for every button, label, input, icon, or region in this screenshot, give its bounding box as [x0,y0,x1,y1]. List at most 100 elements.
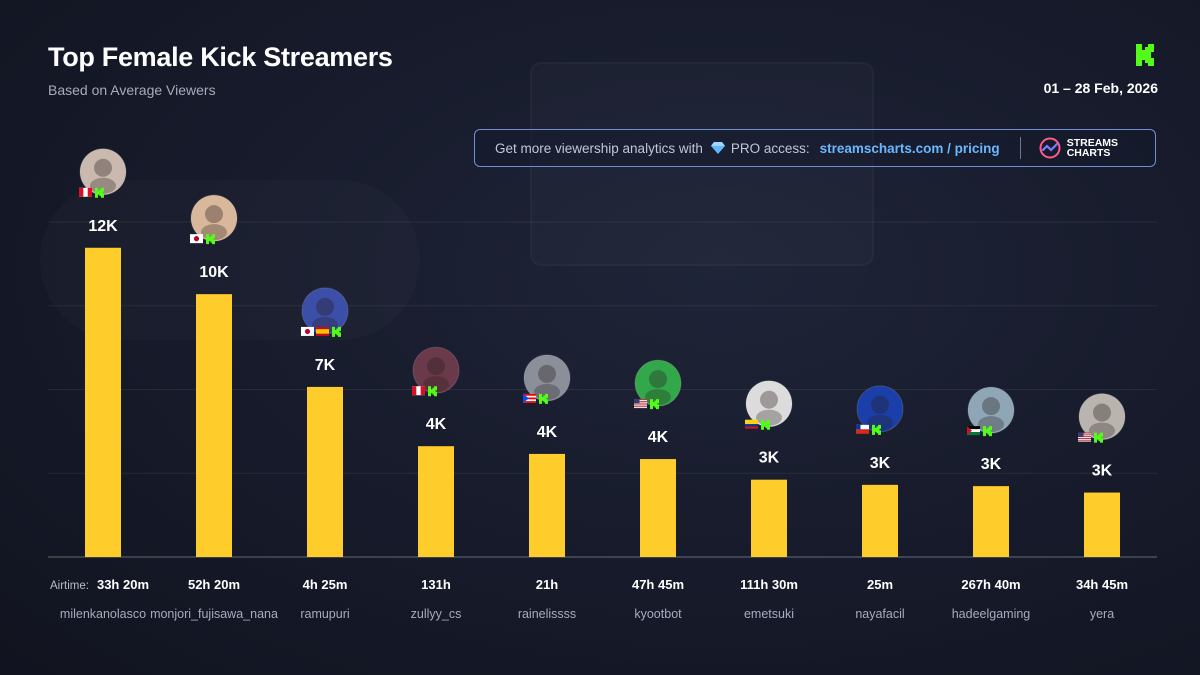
flag-stripe [79,187,84,197]
streamer-name: rainelissss [518,607,576,621]
streamer-name: nayafacil [855,607,904,621]
kick-badge-shape [1094,432,1103,443]
bar [640,459,676,557]
flag-stripe [1078,437,1091,439]
flag-stripe [1078,434,1091,436]
flag-peru-icon [412,386,425,396]
bar [418,446,454,557]
flag-stripe [412,386,417,396]
airtime-value: 25m [867,577,893,592]
flag-stripe [523,401,536,403]
flag-stripe [634,399,647,400]
bar [751,479,787,557]
flag-stripe [967,429,980,433]
streamer-name: ramupuri [300,607,349,621]
kick-badge-icon [332,326,341,337]
flag-triangle [967,426,972,436]
airtime-value: 21h [536,577,558,592]
flag-stripe [523,397,536,400]
bar-value-label: 7K [315,357,336,374]
kick-badge-icon [650,399,659,410]
bar-value-label: 3K [870,455,891,472]
bar [307,386,343,557]
kick-logo-icon [1136,44,1154,66]
airtime-caption: Airtime: [50,580,89,592]
promo-text: Get more viewership analytics with [495,140,703,156]
flag-stripe [412,386,425,396]
bar [529,453,565,557]
flag-dot [304,328,311,335]
flag-stripe [634,402,647,404]
flag-stripe [79,187,92,197]
streams-charts-logo-text: STREAMS CHARTS [1066,138,1137,159]
flag-stripe [1078,436,1091,438]
flag-japan-icon [301,326,314,336]
avatar-face [649,370,667,389]
streams-charts-logo-icon [1039,137,1061,159]
airtime-value: 4h 25m [303,577,348,592]
bar-group-emetsuki: 3K 111h 30m emetsuki [740,380,798,621]
bar-value-label: 3K [759,450,780,467]
promo-divider [1019,137,1021,159]
bar-group-ramupuri: 7K 4h 25m ramupuri [300,287,350,621]
bar-group-yera: 3K 34h 45m yera [1076,393,1128,621]
promo-banner[interactable]: Get more viewership analytics with PRO a… [474,129,1156,167]
flag-dot [193,236,200,242]
bar [973,486,1009,557]
avatar-face [205,205,223,224]
kick-badge-shape [206,234,215,245]
streamer-name: hadeelgaming [952,607,1031,621]
avatar-face [982,397,1000,416]
streamer-name: monjori_fujisawa_nana [150,607,278,621]
bar [196,294,232,557]
flag-stripe [634,399,640,404]
flag-stripe [1078,432,1091,434]
bar-value-label: 10K [199,264,229,281]
flag-stripe [316,329,329,334]
flag-stripe [523,393,536,396]
chart-subtitle: Based on Average Viewers [48,82,216,98]
kick-badge-shape [332,326,341,337]
bar-value-label: 12K [88,218,118,235]
bar-value-label: 4K [648,429,669,446]
streamer-name: yera [1090,607,1114,621]
kick-badge-icon [872,424,881,435]
kick-badge-shape [650,399,659,410]
flag-stripe [1078,432,1084,438]
pricing-link[interactable]: streamscharts.com / pricing [819,140,1000,156]
streamer-name: emetsuki [744,607,794,621]
kick-badge-shape [872,424,881,435]
airtime-value: 267h 40m [961,577,1020,592]
flag-stripe [420,386,425,396]
flag-usa-icon [1078,432,1091,442]
flag-stripe [745,424,758,427]
flag-stripe [967,426,980,430]
avatar-face [871,395,889,414]
date-range: 01 – 28 Feb, 2026 [1043,80,1158,96]
flag-stripe [87,187,92,197]
streams-charts-logo[interactable]: STREAMS CHARTS [1039,137,1137,159]
avatar-face [1093,403,1111,422]
avatar-face [427,357,445,376]
flag-stripe [634,400,647,402]
airtime-value: 52h 20m [188,577,240,592]
kick-badge-icon [539,393,548,404]
kick-badge-shape [983,426,992,437]
bar-value-label: 3K [1092,463,1113,480]
bar-group-milenkanolasco: 12K 33h 20m milenkanolasco [60,148,149,621]
flag-puerto-rico-icon [523,393,536,403]
flag-triangle [523,393,529,403]
streamer-name: zullyy_cs [411,607,462,621]
kick-badge-icon [761,419,770,430]
bar-group-hadeelgaming: 3K 267h 40m hadeelgaming [952,386,1031,621]
flag-stripe [856,424,869,430]
chart-title: Top Female Kick Streamers [48,42,393,72]
bar-value-label: 3K [981,456,1002,473]
flag-colombia-icon [745,419,758,429]
flag-stripe [634,406,647,408]
logo-text-line-2: CHARTS [1066,147,1111,159]
airtime-value: 47h 45m [632,577,684,592]
airtime-value: 111h 30m [740,577,798,592]
bar [862,484,898,557]
